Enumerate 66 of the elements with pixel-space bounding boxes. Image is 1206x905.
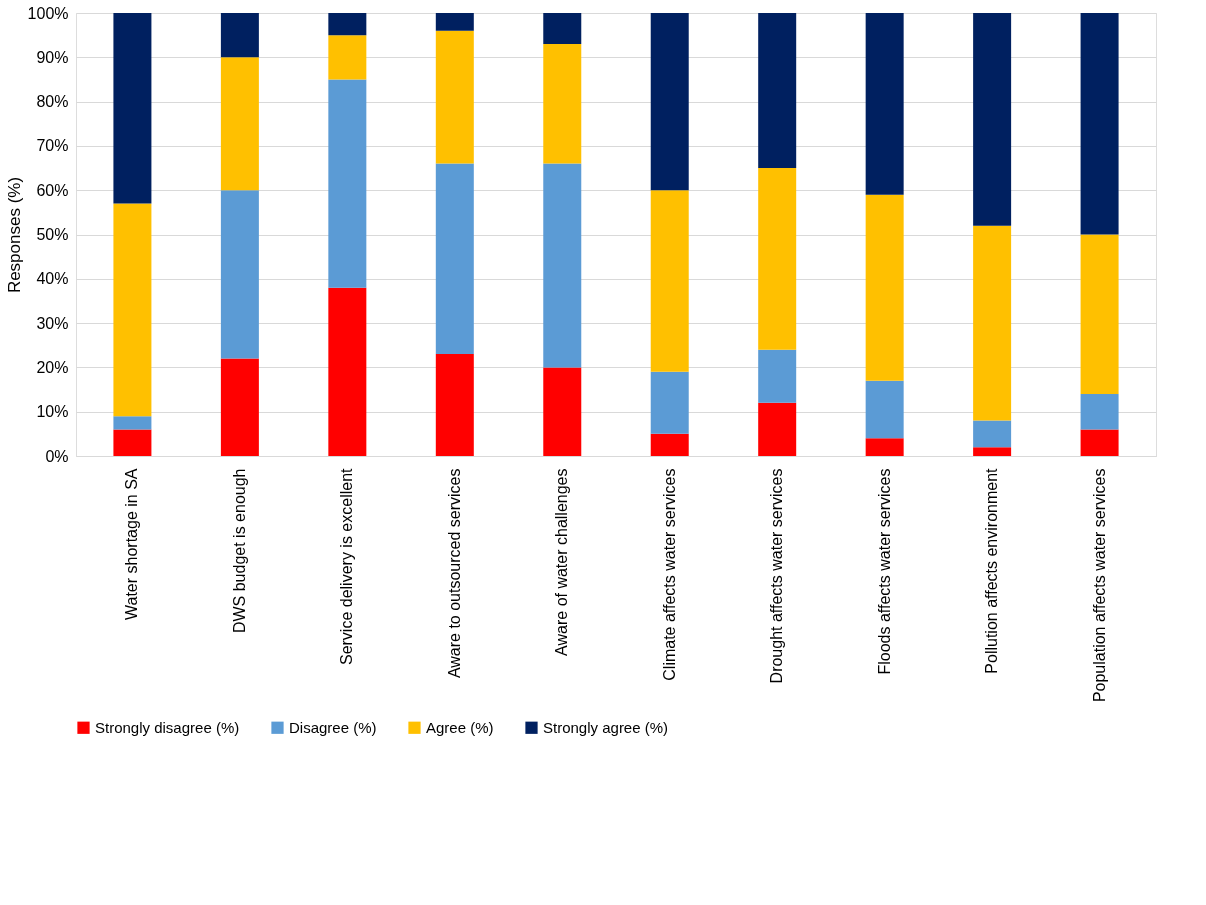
x-tick-label: Population affects water services [1090,468,1108,703]
y-tick-label: 100% [27,4,69,22]
legend-label: Agree (%) [426,718,494,736]
x-tick-label: Climate affects water services [660,468,678,681]
y-tick-label: 90% [36,48,69,66]
x-tick-label: DWS budget is enough [230,468,248,634]
bar [758,13,797,169]
bar [650,433,689,456]
bar [113,416,152,430]
legend-label: Strongly agree (%) [543,718,669,736]
bar [543,44,582,164]
bar [973,225,1012,421]
bar [758,402,797,456]
legend-label: Disagree (%) [289,718,377,736]
y-tick-label: 40% [36,270,69,288]
x-tick-label: Floods affects water services [875,468,893,675]
bar [650,190,689,372]
bar [865,194,904,381]
y-tick-label: 10% [36,403,69,421]
bar [1080,393,1119,430]
bar [220,358,259,456]
y-tick-label: 30% [36,314,69,332]
x-tick-label: Aware to outsourced services [445,468,463,679]
bar [543,367,582,456]
x-tick-label: Drought affects water services [768,468,786,684]
bar [328,79,367,288]
bar [113,203,152,417]
bar [758,168,797,350]
bar [328,13,367,36]
bar [650,13,689,191]
bar [543,163,582,368]
y-tick-label: 80% [36,93,69,111]
x-tick-label: Water shortage in SA [123,468,141,620]
legend-label: Strongly disagree (%) [95,718,240,736]
bar [220,57,259,191]
bar [758,349,797,403]
bar [220,190,259,359]
bar [1080,234,1119,394]
y-tick-label: 60% [36,181,69,199]
bar [1080,13,1119,235]
y-tick-label: 20% [36,358,69,376]
bar [865,13,904,195]
bar [435,354,474,456]
bar [1080,429,1119,456]
bar [973,420,1012,448]
bar [220,13,259,58]
y-axis-title: Responses (%) [4,176,24,294]
bar [435,30,474,164]
bar [865,380,904,439]
bar [973,13,1012,226]
bar [865,438,904,456]
bar [435,163,474,355]
bar [113,429,152,456]
bar [435,13,474,31]
bar [543,13,582,45]
y-tick-label: 50% [36,226,69,243]
x-tick-label: Aware of water challenges [553,468,571,656]
bar [328,287,367,456]
bar [328,35,367,80]
bar [973,447,1012,456]
y-tick-label: 70% [36,137,69,155]
bar [113,13,152,204]
x-tick-label: Service delivery is excellent [338,467,356,666]
y-tick-label: 0% [45,447,69,465]
bar [650,371,689,434]
x-tick-label: Pollution affects environment [983,467,1001,674]
